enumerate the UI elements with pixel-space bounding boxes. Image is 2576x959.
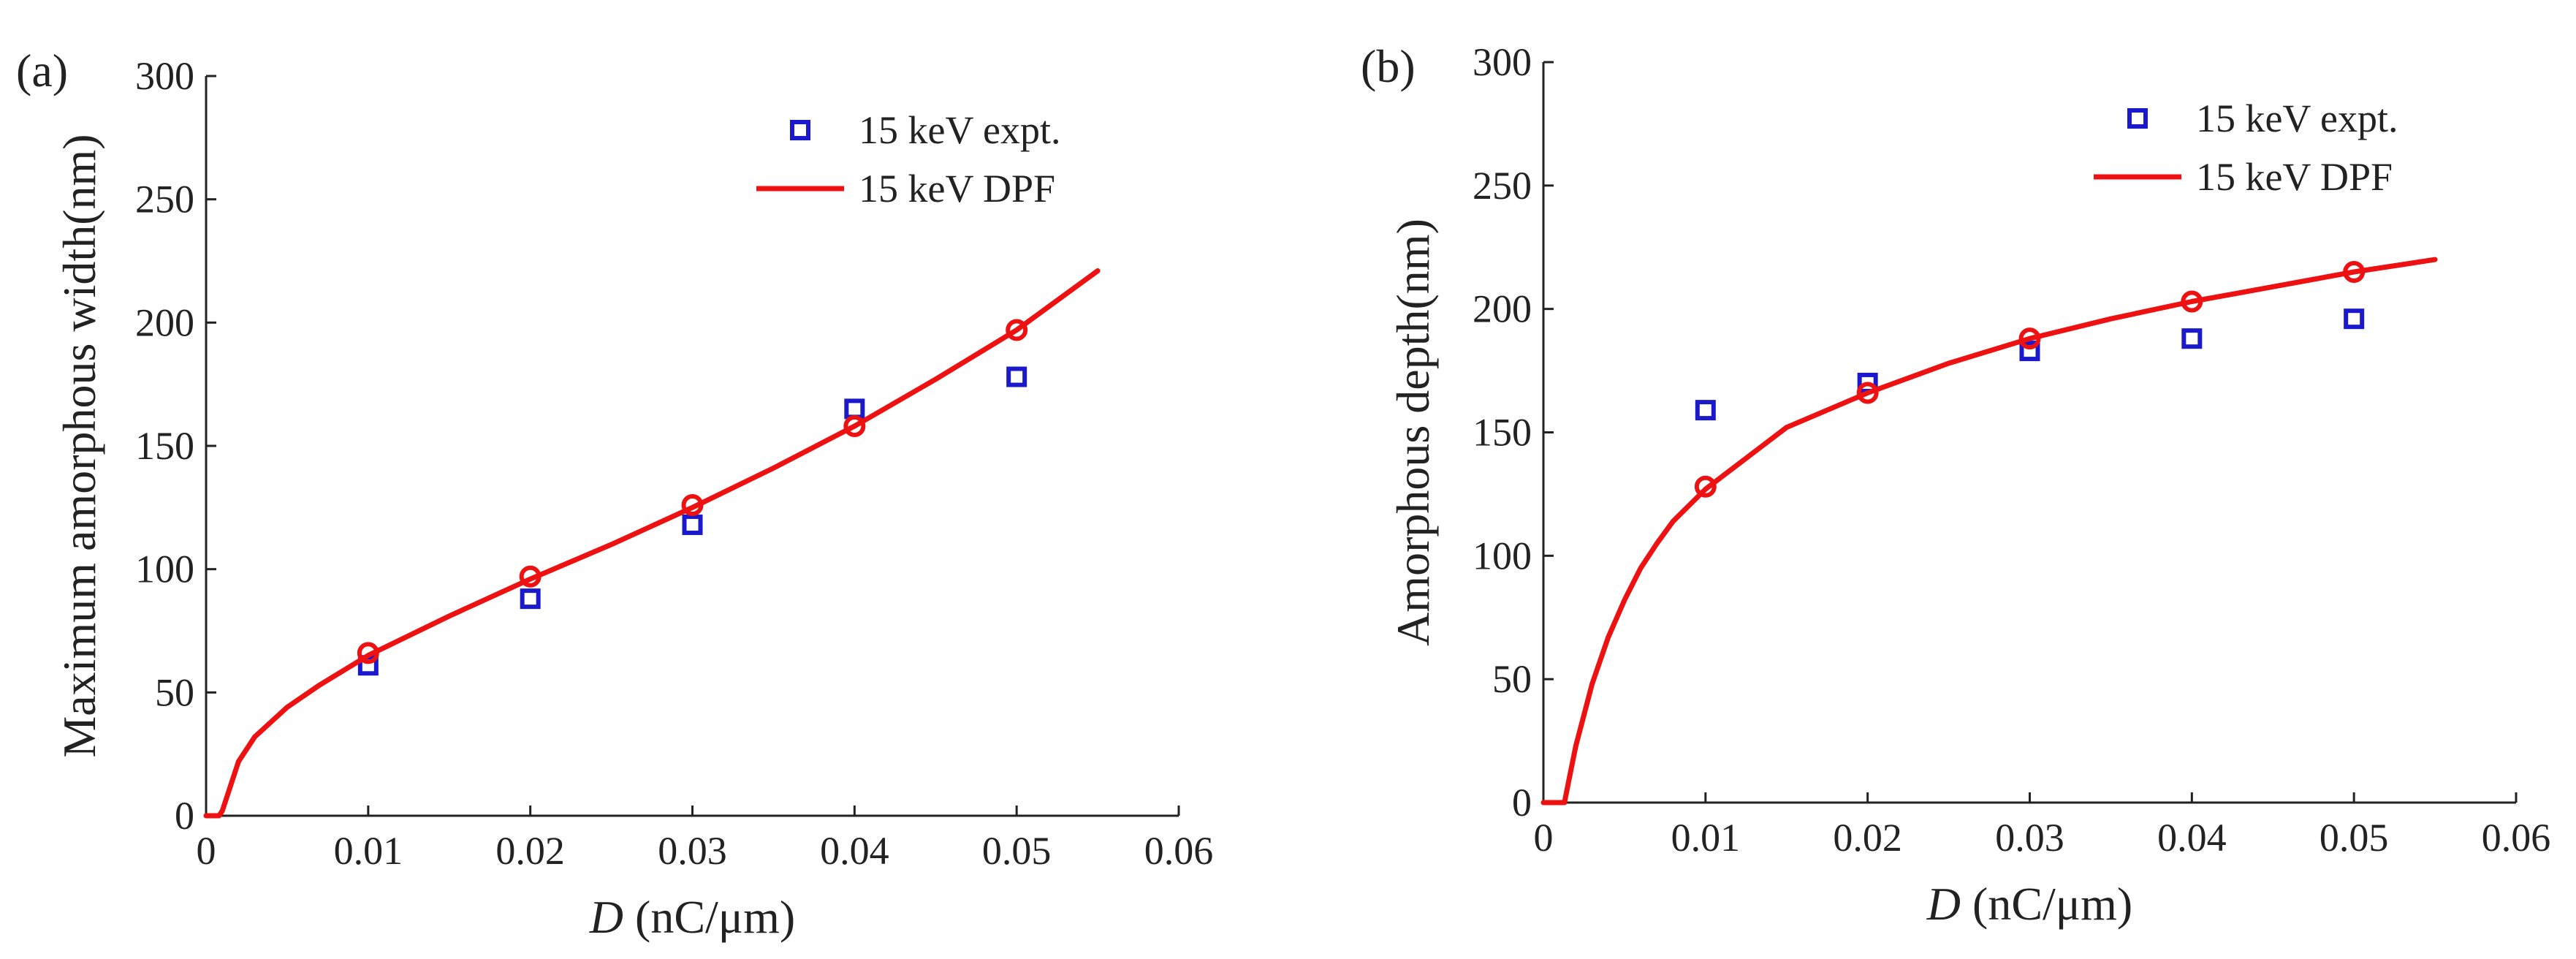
y-tick-label: 250 [135,178,194,221]
y-tick-label: 200 [135,300,194,344]
y-tick-label: 300 [135,54,194,98]
y-tick-label: 50 [155,670,194,714]
y-tick-label: 100 [1473,534,1532,577]
x-tick-label: 0 [1534,816,1554,860]
expt-point [520,588,541,610]
chart-panel-b: (b) 0 0.01 0.02 0.03 0.04 0.05 0.06 0 50 100 150 200… [1361,40,2550,930]
x-tick-label: 0.06 [2482,816,2551,860]
x-tick-label: 0.06 [1144,829,1214,873]
x-tick-label: 0.01 [1671,816,1741,860]
dpf-marker [681,493,704,516]
x-tick-label: 0.05 [2319,816,2389,860]
legend: 15 keV expt. 15 keV DPF [2094,96,2398,199]
y-tick-label: 0 [175,794,194,838]
y-tick-label: 50 [1492,657,1532,701]
dpf-curve [1540,257,2438,806]
expt-point [682,514,703,535]
y-tick-label: 150 [1473,411,1532,455]
expt-point [2181,328,2203,349]
panel-label: (a) [16,45,68,96]
expt-point [2344,308,2365,330]
x-tick-label: 0.02 [1833,816,1902,860]
y-tick-label: 100 [135,547,194,591]
dpf-marker [519,565,542,588]
y-tick-label: 0 [1512,781,1532,825]
x-tick-label: 0.05 [982,829,1052,873]
y-tick-label: 250 [1473,164,1532,208]
x-axis-label: D (nC/μm) [589,891,795,943]
expt-point [844,398,865,420]
y-axis-label: Amorphous depth(nm) [1387,219,1439,646]
x-axis-label-unit: (nC/μm) [623,891,795,943]
dpf-marker [1006,319,1028,341]
y-tick-label: 300 [1473,40,1532,84]
legend-label-dpf: 15 keV DPF [859,167,1055,211]
x-axis-label-variable: D [589,891,623,943]
dpf-marker [843,415,866,438]
panel-label: (b) [1361,40,1416,92]
x-axis-label: D (nC/μm) [1926,878,2132,930]
x-axis-label-unit: (nC/μm) [1961,878,2132,930]
x-axis-label-variable: D [1926,878,1961,930]
dpf-marker [1694,475,1717,498]
x-tick-label: 0.03 [1995,816,2064,860]
x-tick-label: 0.04 [820,829,889,873]
legend-square-marker [2127,108,2148,129]
legend: 15 keV expt. 15 keV DPF [756,108,1060,211]
x-tick-label: 0.02 [495,829,565,873]
legend-label-expt: 15 keV expt. [859,108,1060,152]
x-tick-label: 0.03 [658,829,727,873]
x-tick-label: 0.01 [334,829,403,873]
y-axis-label: Maximum amorphous width(nm) [53,134,105,757]
dpf-marker [2343,261,2366,284]
chart-panel-a: (a) 0 0.01 0.02 0.03 0.04 0.05 0.06 0 50 100 150 200… [16,45,1213,943]
dpf-marker [1856,382,1879,404]
dpf-curve [203,268,1101,819]
x-tick-label: 0.04 [2157,816,2227,860]
dpf-marker [2181,290,2203,313]
expt-point [1006,366,1027,387]
y-tick-label: 150 [135,424,194,468]
dpf-marker [2018,327,2041,350]
y-tick-label: 200 [1473,287,1532,331]
legend-label-expt: 15 keV expt. [2196,96,2398,140]
legend-square-marker [790,120,810,140]
expt-point [2019,341,2040,362]
expt-point [1695,400,1716,421]
x-tick-label: 0 [197,829,216,873]
legend-label-dpf: 15 keV DPF [2196,155,2393,199]
dpf-marker [357,642,379,664]
